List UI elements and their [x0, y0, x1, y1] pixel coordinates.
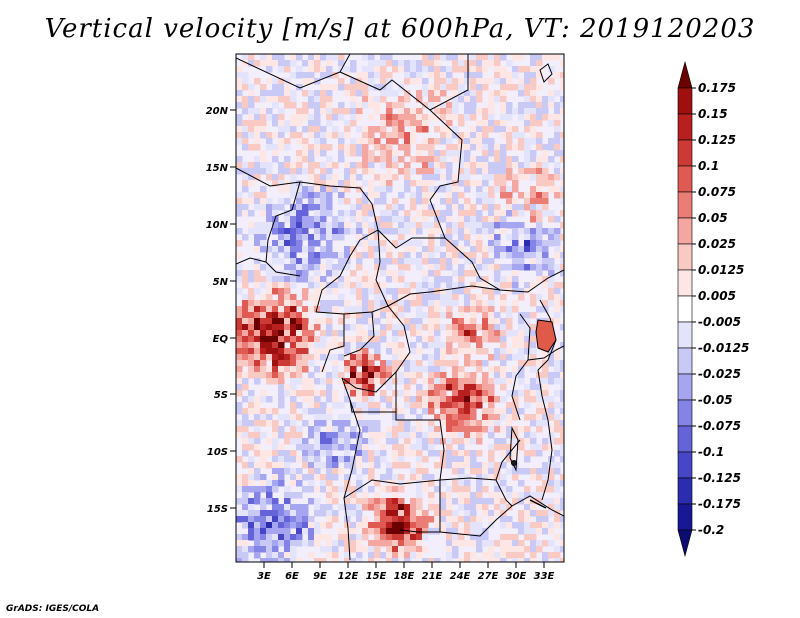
colorbar-swatch [677, 399, 693, 427]
map-field [236, 54, 564, 562]
colorbar-swatch [677, 87, 693, 115]
lon-label: 30E [506, 571, 527, 582]
country-borders [236, 54, 564, 561]
footer-credit: GrADS: IGES/COLA [6, 604, 100, 614]
lon-label: 3E [257, 571, 271, 582]
colorbar-label: -0.05 [698, 393, 733, 407]
lon-tick: 33E [534, 562, 555, 582]
lon-tick: 30E [506, 562, 527, 582]
colorbar-label: 0.1 [698, 159, 719, 173]
colorbar-swatch [677, 60, 693, 89]
lat-label: 5N [213, 277, 229, 288]
lon-label: 18E [394, 571, 415, 582]
colorbar-swatch [677, 217, 693, 245]
colorbar-swatch [677, 425, 693, 453]
colorbar-swatch [677, 477, 693, 505]
lon-tick: 27E [478, 562, 499, 582]
colorbar-label: 0.075 [698, 185, 736, 199]
colorbar-swatch [677, 191, 693, 219]
lon-label: 15E [366, 571, 387, 582]
colorbar-swatch [677, 243, 693, 271]
colorbar-label: 0.175 [698, 81, 736, 95]
lat-label: 10N [206, 220, 229, 231]
lon-label: 21E [422, 571, 443, 582]
lon-tick: 18E [394, 562, 415, 582]
lon-tick: 6E [285, 562, 299, 582]
lon-label: 6E [285, 571, 299, 582]
lat-tick: EQ [213, 334, 236, 345]
colorbar-label: -0.1 [698, 445, 724, 459]
colorbar-label: -0.175 [698, 497, 741, 511]
lat-tick: 15S [207, 504, 236, 515]
colorbar: 0.175 0.15 0.125 0.1 0.075 0.05 0.025 0.0125 0.0… [677, 60, 749, 558]
colorbar-swatch [677, 269, 693, 297]
colorbar-swatch [677, 295, 693, 323]
colorbar-swatch [677, 139, 693, 167]
colorbar-swatch [677, 347, 693, 375]
latitude-axis: 20N 15N 10N 5N EQ 5S 10S 15S [206, 106, 236, 515]
colorbar-swatch [677, 113, 693, 141]
lat-tick: 10N [206, 220, 236, 231]
lat-label: 15N [206, 163, 229, 174]
lat-label: 20N [206, 106, 229, 117]
lon-label: 9E [313, 571, 327, 582]
colorbar-label: -0.075 [698, 419, 741, 433]
lon-label: 24E [450, 571, 471, 582]
colorbar-swatch [677, 165, 693, 193]
colorbar-swatch [677, 321, 693, 349]
lon-label: 33E [534, 571, 555, 582]
lon-tick: 12E [338, 562, 359, 582]
colorbar-label: 0.005 [698, 289, 736, 303]
colorbar-label: 0.05 [698, 211, 728, 225]
colorbar-label: -0.005 [698, 315, 741, 329]
colorbar-label: 0.125 [698, 133, 736, 147]
lon-tick: 15E [366, 562, 387, 582]
lat-tick: 10S [207, 447, 236, 458]
colorbar-swatch [677, 529, 693, 558]
lon-tick: 21E [422, 562, 443, 582]
page-title: Vertical velocity [m/s] at 600hPa, VT: 2… [44, 14, 756, 44]
colorbar-swatch [677, 373, 693, 401]
lat-tick: 5N [213, 277, 236, 288]
lon-tick: 9E [313, 562, 327, 582]
water-bodies [509, 63, 557, 509]
colorbar-label: 0.0125 [698, 263, 744, 277]
lat-tick: 5S [214, 390, 236, 401]
colorbar-swatch [677, 503, 693, 531]
lon-tick: 3E [257, 562, 271, 582]
colorbar-label: -0.125 [698, 471, 741, 485]
longitude-axis: 3E 6E 9E 12E 15E 18E 21E 24E 27E 30E 33E [257, 562, 555, 582]
lon-label: 12E [338, 571, 359, 582]
colorbar-label: 0.025 [698, 237, 736, 251]
colorbar-label: 0.15 [698, 107, 728, 121]
lon-tick: 24E [450, 562, 471, 582]
lat-label: 10S [207, 447, 228, 458]
colorbar-label: -0.2 [698, 523, 724, 537]
colorbar-label: -0.0125 [698, 341, 749, 355]
lat-tick: 20N [206, 106, 236, 117]
lat-label: 15S [207, 504, 228, 515]
lon-label: 27E [478, 571, 499, 582]
plot-frame [235, 53, 565, 563]
lat-tick: 15N [206, 163, 236, 174]
lat-label: EQ [213, 334, 229, 345]
colorbar-label: -0.025 [698, 367, 741, 381]
lat-label: 5S [214, 390, 228, 401]
colorbar-swatch [677, 451, 693, 479]
